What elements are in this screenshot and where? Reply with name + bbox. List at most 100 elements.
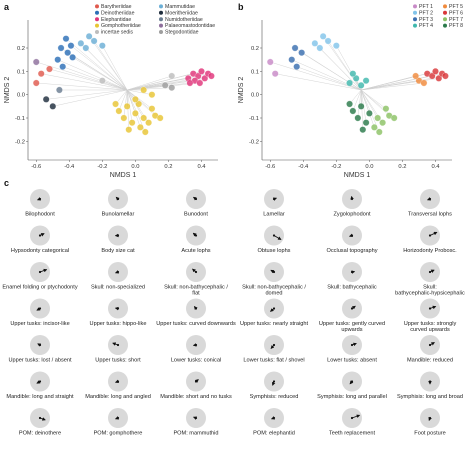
legend-swatch bbox=[159, 17, 163, 21]
legend-entry: Palaeomastodontidae bbox=[165, 23, 215, 29]
legend-swatch bbox=[95, 4, 99, 8]
data-point bbox=[358, 103, 364, 109]
data-point bbox=[289, 56, 295, 62]
legend-entry: PFT 5 bbox=[449, 4, 463, 10]
data-point bbox=[379, 119, 385, 125]
trait-label: Symphisis: long and parallel bbox=[317, 394, 387, 400]
trait-label: Enamel folding or ptychodonty bbox=[2, 285, 77, 291]
x-tick-label: -0.2 bbox=[331, 164, 341, 170]
data-point bbox=[383, 105, 389, 111]
connector-line bbox=[66, 39, 127, 90]
data-point bbox=[99, 77, 105, 83]
data-point bbox=[350, 108, 356, 114]
trait-label: Symphisis: reduced bbox=[250, 394, 299, 400]
trait-origin-dot bbox=[39, 234, 41, 236]
data-point bbox=[126, 126, 132, 132]
trait-label: Occlusal topography bbox=[327, 248, 378, 254]
trait-label: Body size cat bbox=[101, 248, 135, 254]
data-point bbox=[272, 70, 278, 76]
data-point bbox=[46, 66, 52, 72]
data-point bbox=[157, 115, 163, 121]
trait-label-line: bathycephalic-hypsicephalic bbox=[395, 291, 465, 297]
trait-label: Mandible: reduced bbox=[407, 358, 453, 364]
trait-origin-dot bbox=[273, 417, 275, 419]
data-point bbox=[112, 101, 118, 107]
x-tick-label: 0.0 bbox=[131, 164, 139, 170]
x-tick-label: -0.6 bbox=[31, 164, 41, 170]
trait-label: Bilophodont bbox=[25, 212, 55, 218]
trait-label: Upper tusks: hippo-like bbox=[90, 321, 147, 327]
trait-label-line: upwards bbox=[341, 327, 362, 333]
trait-label: Acute lophs bbox=[181, 248, 210, 254]
trait-label: POM: gomphothere bbox=[94, 431, 143, 437]
y-tick-label: 0.1 bbox=[251, 69, 259, 75]
data-point bbox=[59, 63, 65, 69]
legend-swatch bbox=[159, 30, 163, 34]
trait-origin-dot bbox=[39, 307, 41, 309]
x-tick-label: 0.2 bbox=[398, 164, 406, 170]
data-point bbox=[333, 42, 339, 48]
connector-line bbox=[361, 90, 386, 109]
trait-label: Hypsodonty categorical bbox=[11, 248, 69, 254]
legend-entry: PFT 1 bbox=[419, 4, 433, 10]
trait-origin-dot bbox=[351, 234, 353, 236]
legend-swatch bbox=[413, 17, 417, 21]
data-point bbox=[208, 73, 214, 79]
legend-entry: incertae sedis bbox=[101, 30, 133, 36]
data-point bbox=[366, 110, 372, 116]
data-point bbox=[432, 68, 438, 74]
connector-line bbox=[297, 67, 361, 90]
trait-label: Lamellar bbox=[263, 212, 285, 218]
data-point bbox=[50, 103, 56, 109]
data-point bbox=[43, 96, 49, 102]
data-point bbox=[63, 35, 69, 41]
legend-entry: PFT 6 bbox=[449, 10, 463, 16]
data-point bbox=[169, 73, 175, 79]
legend-swatch bbox=[413, 24, 417, 28]
trait-origin-dot bbox=[429, 307, 431, 309]
y-tick-label: -0.2 bbox=[15, 139, 25, 145]
trait-label: Upper tusks: incisor-like bbox=[10, 321, 69, 327]
trait-origin-dot bbox=[351, 417, 353, 419]
legend-entry: PFT 7 bbox=[449, 17, 463, 23]
trait-origin-dot bbox=[351, 271, 353, 273]
data-point bbox=[317, 45, 323, 51]
legend-entry: Numidotheriidae bbox=[165, 17, 203, 23]
data-point bbox=[149, 91, 155, 97]
trait-origin-dot bbox=[273, 234, 275, 236]
y-tick-label: 0.1 bbox=[17, 69, 25, 75]
data-point bbox=[412, 73, 418, 79]
data-point bbox=[149, 105, 155, 111]
data-point bbox=[129, 119, 135, 125]
x-tick-label: -0.2 bbox=[97, 164, 107, 170]
data-point bbox=[55, 56, 61, 62]
trait-origin-dot bbox=[273, 198, 275, 200]
trait-origin-dot bbox=[117, 380, 119, 382]
data-point bbox=[371, 124, 377, 130]
trait-label: Lower tusks: conical bbox=[171, 358, 221, 364]
y-axis-title: NMDS 2 bbox=[4, 77, 11, 104]
trait-origin-dot bbox=[117, 234, 119, 236]
data-point bbox=[69, 54, 75, 60]
data-point bbox=[421, 80, 427, 86]
trait-origin-dot bbox=[273, 380, 275, 382]
trait-origin-dot bbox=[117, 417, 119, 419]
trait-label: Upper tusks: lost / absent bbox=[8, 358, 72, 364]
trait-label: Obtuse lophs bbox=[258, 248, 291, 254]
data-point bbox=[198, 68, 204, 74]
trait-origin-dot bbox=[429, 234, 431, 236]
trait-label: Upper tusks: short bbox=[95, 358, 141, 364]
legend-swatch bbox=[413, 11, 417, 15]
y-tick-label: -0.1 bbox=[15, 116, 25, 122]
trait-origin-dot bbox=[351, 307, 353, 309]
legend-swatch bbox=[95, 24, 99, 28]
trait-origin-dot bbox=[117, 198, 119, 200]
trait-origin-dot bbox=[273, 307, 275, 309]
trait-label-line: domed bbox=[265, 291, 282, 297]
data-point bbox=[132, 110, 138, 116]
x-tick-label: -0.6 bbox=[265, 164, 275, 170]
trait-origin-dot bbox=[195, 234, 197, 236]
legend-swatch bbox=[443, 4, 447, 8]
data-point bbox=[169, 84, 175, 90]
